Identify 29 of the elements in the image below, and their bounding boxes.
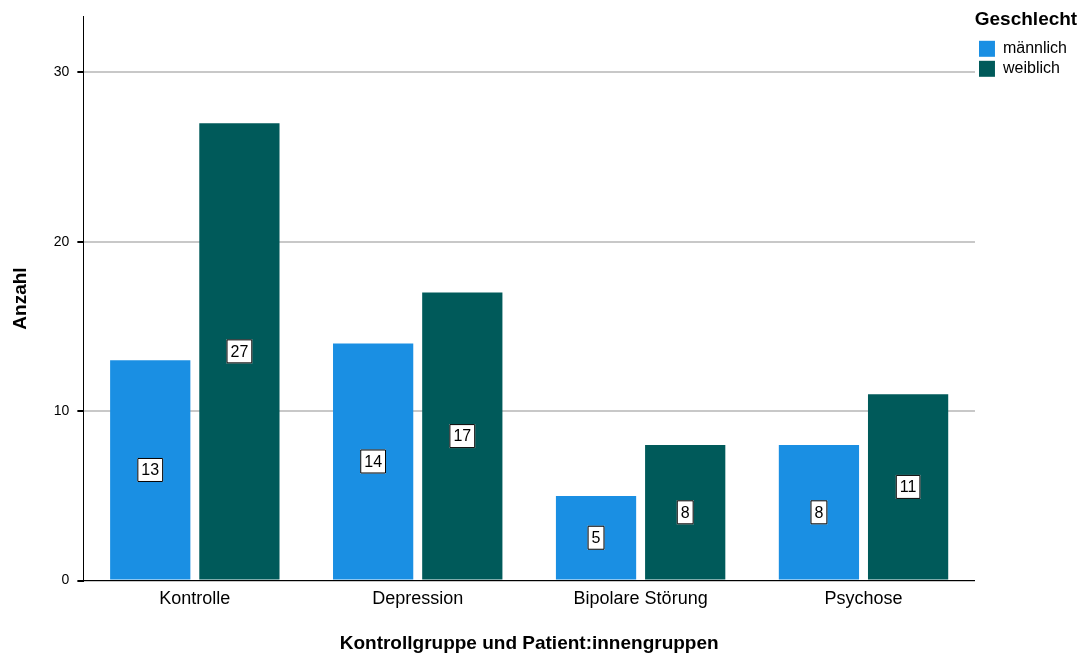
- data-label: 14: [364, 452, 383, 470]
- data-label: 11: [899, 478, 917, 496]
- bar: [778, 445, 860, 580]
- legend-title: Geschlecht: [974, 7, 1078, 29]
- y-tick-label: 10: [53, 402, 70, 419]
- legend-label: weiblich: [1001, 59, 1060, 77]
- bar: [867, 394, 949, 580]
- legend-label: männlich: [1002, 39, 1067, 57]
- x-axis-title: Kontrollgruppe und Patient:innengruppen: [339, 631, 719, 653]
- bar: [333, 343, 414, 580]
- bar: [555, 495, 637, 580]
- bar: [110, 360, 191, 580]
- data-label: 8: [814, 503, 824, 521]
- bar: [199, 123, 280, 580]
- data-label: 8: [680, 503, 690, 521]
- data-label: 17: [453, 427, 472, 445]
- bar: [645, 445, 726, 580]
- y-axis-title: Anzahl: [8, 267, 30, 330]
- data-label: 5: [591, 529, 601, 547]
- data-label: 13: [141, 461, 160, 479]
- x-tick-label: Psychose: [824, 588, 903, 609]
- y-tick-label: 20: [53, 232, 70, 249]
- x-tick-label: Depression: [372, 588, 464, 609]
- bar: [422, 292, 503, 580]
- x-tick-label: Bipolare Störung: [573, 588, 708, 609]
- x-tick-label: Kontrolle: [159, 588, 231, 609]
- data-label: 27: [230, 342, 249, 360]
- y-tick-label: 30: [53, 63, 70, 80]
- y-tick-label: 0: [61, 571, 70, 588]
